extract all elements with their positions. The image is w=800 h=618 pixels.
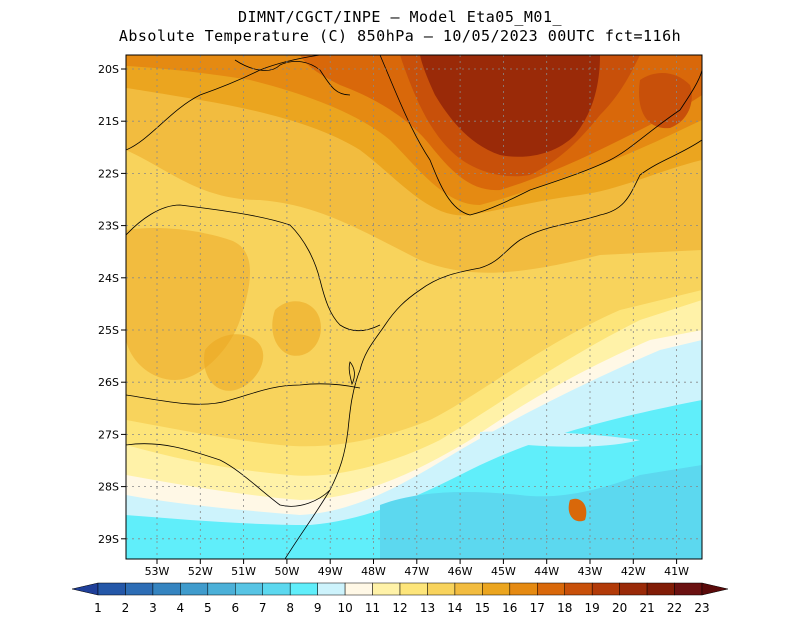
lon-label: 51W — [231, 565, 256, 578]
colorbar-segment — [317, 582, 346, 596]
lon-label: 44W — [534, 565, 559, 578]
lat-label: 25S — [98, 324, 119, 337]
colorbar-segment — [482, 582, 511, 596]
colorbar-segment — [454, 582, 483, 596]
colorbar-label: 22 — [667, 601, 682, 615]
longitude-labels: 53W 52W 51W 50W 49W 48W 47W 46W 45W 44W 43W 42W 41W — [145, 559, 689, 578]
lat-label: 22S — [98, 167, 119, 180]
colorbar-label: 3 — [149, 601, 157, 615]
lat-label: 21S — [98, 115, 119, 128]
colorbar-arrow-low — [71, 582, 99, 596]
colorbar-segment — [235, 582, 263, 596]
colorbar-label: 17 — [530, 601, 545, 615]
colorbar-segment — [564, 582, 593, 596]
band-10-streak — [480, 431, 640, 447]
colorbar-label: 9 — [314, 601, 322, 615]
colorbar-label: 6 — [231, 601, 239, 615]
graticule — [126, 55, 702, 559]
colorbar-segment — [125, 582, 154, 596]
colorbar-label: 18 — [557, 601, 572, 615]
colorbar-segment — [262, 582, 291, 596]
border-pr-sc — [126, 383, 361, 405]
colorbar-labels: 1 2 3 4 5 6 7 8 9 10 11 12 13 14 15 16 17 18 19 20 21 22 23 — [94, 601, 709, 615]
colorbar-label: 11 — [365, 601, 380, 615]
border-mg-sp-rj — [379, 55, 702, 216]
lon-label: 42W — [621, 565, 646, 578]
lat-label: 24S — [98, 272, 119, 285]
colorbar-segment — [591, 582, 620, 596]
colorbar-label: 8 — [286, 601, 294, 615]
coastline — [284, 139, 702, 559]
band-15-patch-a — [204, 334, 264, 391]
colorbar-segment — [289, 582, 318, 596]
lon-label: 53W — [145, 565, 170, 578]
island — [348, 361, 355, 386]
colorbar-segment — [646, 582, 675, 596]
colorbar-label: 2 — [122, 601, 130, 615]
border-sp-pr — [126, 204, 381, 332]
chart-title-line-2: Absolute Temperature (C) 850hPa – 10/05/… — [118, 27, 682, 45]
lon-label: 45W — [491, 565, 516, 578]
colorbar-segment — [372, 582, 401, 596]
colorbar-segment — [152, 582, 181, 596]
border-north — [234, 59, 351, 96]
coastline-and-borders — [126, 55, 702, 559]
colorbar-label: 14 — [447, 601, 462, 615]
lon-label: 41W — [664, 565, 689, 578]
latitude-labels: 20S 21S 22S 23S 24S 25S 26S 27S 28S 29S — [98, 63, 126, 546]
colorbar-label: 20 — [612, 601, 627, 615]
temperature-field — [126, 55, 702, 559]
colorbar-label: 19 — [585, 601, 600, 615]
band-19-east — [639, 73, 692, 129]
colorbar-label: 10 — [337, 601, 352, 615]
band-20-21 — [420, 55, 600, 157]
lat-label: 23S — [98, 220, 119, 233]
chart-title-line-1: DIMNT/CGCT/INPE – Model Eta05_M01_ — [237, 8, 563, 26]
colorbar-label: 16 — [502, 601, 517, 615]
colorbar-label: 1 — [94, 601, 102, 615]
colorbar-label: 13 — [420, 601, 435, 615]
colorbar-label: 12 — [392, 601, 407, 615]
lon-label: 43W — [578, 565, 603, 578]
colorbar-segment — [399, 582, 428, 596]
lat-label: 26S — [98, 376, 119, 389]
colorbar-segment — [207, 582, 236, 596]
lat-label: 20S — [98, 63, 119, 76]
band-15-patch-b — [272, 301, 321, 356]
colorbar-label: 15 — [475, 601, 490, 615]
colorbar-label: 7 — [259, 601, 267, 615]
lat-label: 28S — [98, 481, 119, 494]
lat-label: 29S — [98, 533, 119, 546]
colorbar-segment — [619, 582, 648, 596]
lat-label: 27S — [98, 428, 119, 441]
lon-label: 49W — [318, 565, 343, 578]
colorbar-segment — [537, 582, 565, 596]
colorbar-segment — [509, 582, 538, 596]
colorbar-segment — [180, 582, 209, 596]
lon-label: 50W — [274, 565, 299, 578]
colorbar-label: 5 — [204, 601, 212, 615]
lon-label: 48W — [361, 565, 386, 578]
colorbar-segment — [344, 582, 373, 596]
colorbar-label: 23 — [694, 601, 709, 615]
lon-label: 46W — [448, 565, 473, 578]
lon-label: 52W — [188, 565, 213, 578]
colorbar-label: 4 — [177, 601, 185, 615]
colorbar — [71, 582, 729, 596]
colorbar-label: 21 — [639, 601, 654, 615]
colorbar-segment — [97, 582, 126, 596]
colorbar-segment — [427, 582, 456, 596]
map-border — [125, 54, 703, 560]
band-18-sea-patch — [568, 498, 587, 522]
colorbar-segment — [674, 582, 703, 596]
lon-label: 47W — [404, 565, 429, 578]
colorbar-arrow-high — [701, 582, 729, 596]
